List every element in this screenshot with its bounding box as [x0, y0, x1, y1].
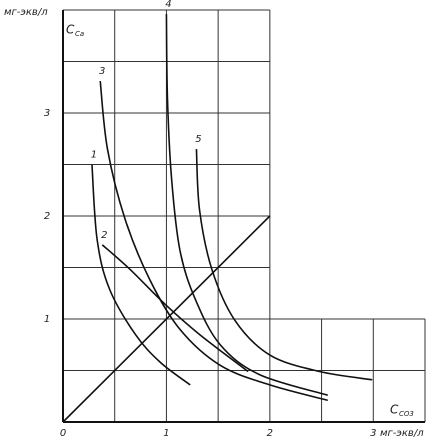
- curve: [195, 149, 373, 381]
- curve: [165, 14, 329, 396]
- x-tick-label: 0: [60, 428, 66, 439]
- curve-label: 2: [101, 230, 107, 241]
- y-tick-label: 2: [44, 211, 50, 222]
- y-tick-label: 1: [44, 314, 50, 325]
- x-tick-label: 1: [163, 428, 169, 439]
- x-symbol: C: [390, 403, 399, 417]
- x-tick-label: 3: [370, 428, 376, 439]
- y-symbol: C: [66, 23, 75, 37]
- curve: [101, 244, 249, 373]
- curve: [99, 80, 328, 402]
- curve-label: 5: [195, 134, 201, 145]
- x-tick-label: 2: [267, 428, 273, 439]
- curve-label: 1: [91, 150, 97, 161]
- x-symbol-sub: CO3: [399, 410, 414, 418]
- x-unit: мг-экв/л: [380, 428, 424, 439]
- curve-label: 4: [165, 0, 171, 10]
- y-tick-label: 3: [44, 108, 50, 119]
- curve-label: 3: [99, 66, 105, 77]
- y-symbol-sub: Ca: [75, 30, 84, 38]
- curve: [91, 164, 191, 386]
- y-unit: мг-экв/л: [4, 7, 48, 18]
- reference-line: [62, 215, 271, 423]
